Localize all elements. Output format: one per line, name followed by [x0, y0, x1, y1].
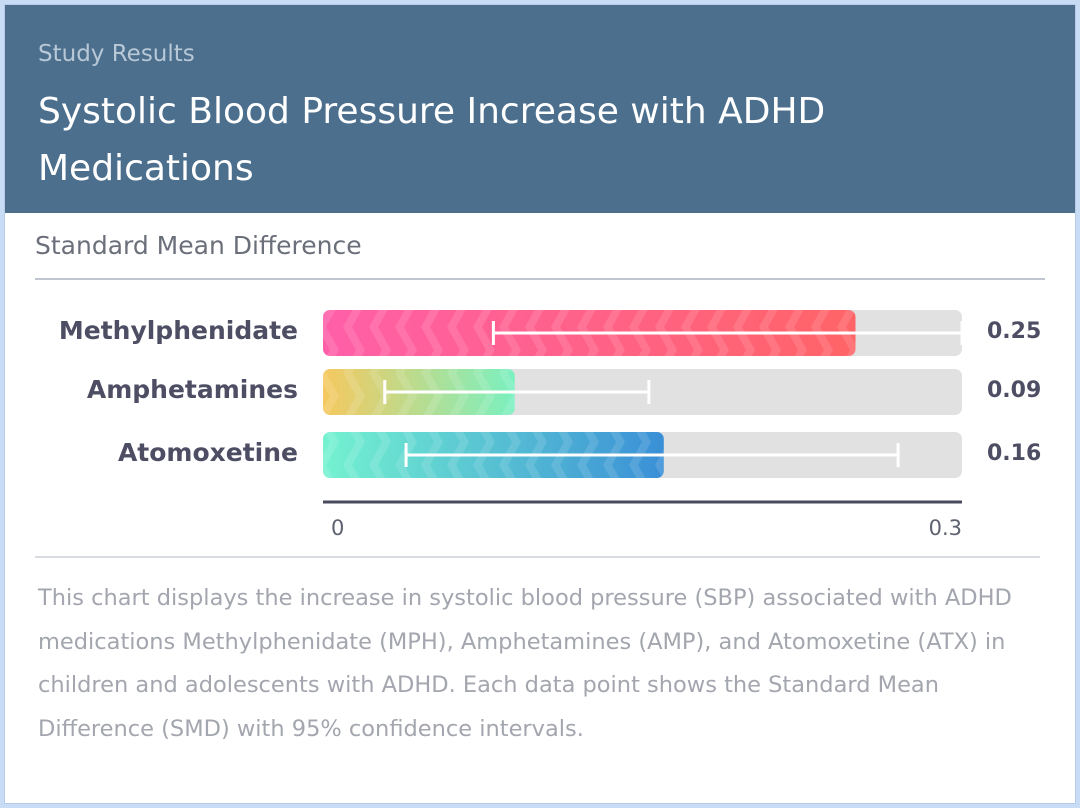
chart-description: This chart displays the increase in syst…: [38, 585, 1012, 742]
header: Study Results Systolic Blood Pressure In…: [5, 5, 1075, 213]
chart-subtitle: Standard Mean Difference: [35, 231, 362, 260]
study-results-card: Study Results Systolic Blood Pressure In…: [4, 4, 1076, 804]
x-tick-label: 0.3: [929, 516, 962, 540]
eyebrow-label: Study Results: [38, 41, 195, 67]
divider: [35, 278, 1045, 280]
bar-chart: 0 0.3: [323, 310, 964, 540]
category-label-methylphenidate: Methylphenidate: [58, 316, 298, 345]
value-label-amphetamines: 0.09: [987, 378, 1042, 403]
category-label-amphetamines: Amphetamines: [86, 375, 298, 404]
category-label-atomoxetine: Atomoxetine: [117, 438, 298, 467]
value-label-atomoxetine: 0.16: [987, 441, 1042, 466]
x-tick-label: 0: [331, 516, 344, 540]
value-label-methylphenidate: 0.25: [987, 319, 1042, 344]
chart-title: Systolic Blood Pressure Increase with AD…: [38, 91, 826, 189]
divider: [35, 556, 1040, 558]
